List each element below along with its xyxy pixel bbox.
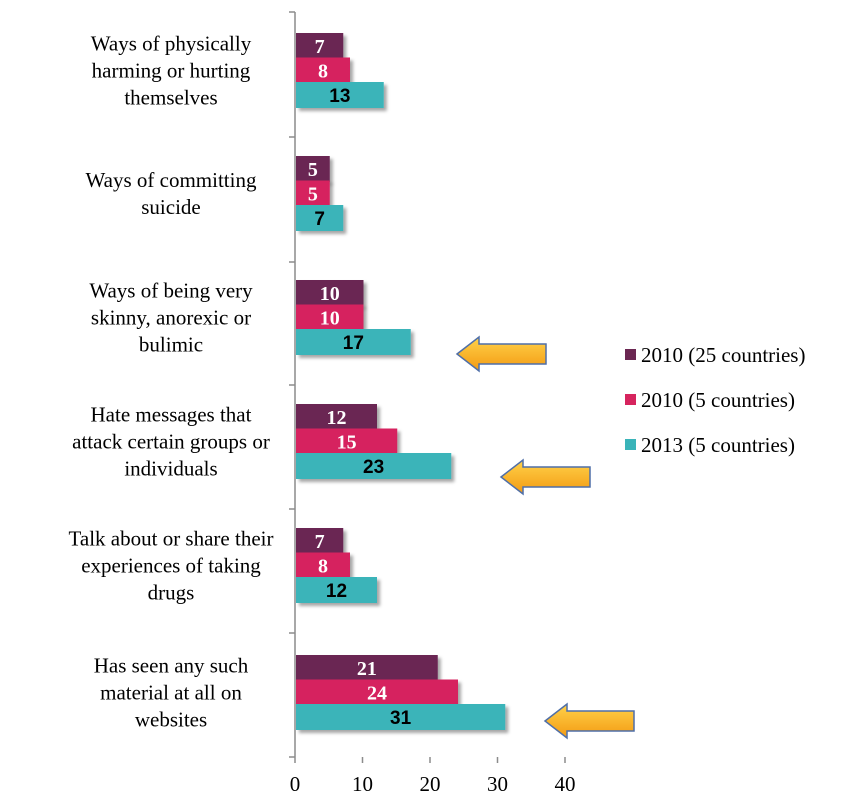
bar (296, 404, 377, 430)
data-label: 23 (363, 457, 384, 478)
category-label: experiences of taking (81, 554, 261, 578)
data-label: 7 (315, 36, 325, 58)
category-label: Ways of being very (89, 279, 253, 303)
data-label: 24 (367, 683, 387, 705)
data-label: 21 (357, 658, 377, 680)
x-tick-label: 20 (420, 772, 441, 796)
legend-label: 2010 (5 countries) (641, 388, 795, 412)
category-label: Ways of physically (91, 32, 252, 56)
category-label: websites (135, 708, 207, 732)
category-label: drugs (148, 581, 195, 605)
category-label: harming or hurting (92, 59, 251, 83)
bar (296, 528, 344, 554)
bar (296, 33, 344, 59)
data-label: 12 (327, 407, 347, 429)
category-label: bulimic (139, 333, 203, 357)
x-tick-label: 40 (555, 772, 576, 796)
data-label: 10 (320, 283, 340, 305)
data-label: 7 (314, 209, 325, 230)
category-label: material at all on (100, 681, 242, 705)
x-tick-label: 10 (352, 772, 373, 796)
legend-swatch (625, 349, 636, 360)
legend-label: 2013 (5 countries) (641, 433, 795, 457)
data-label: 8 (318, 556, 328, 578)
category-label: attack certain groups or (72, 430, 270, 454)
x-tick-label: 30 (487, 772, 508, 796)
category-label: Hate messages that (91, 403, 252, 427)
category-label: suicide (141, 195, 200, 219)
legend-label: 2010 (25 countries) (641, 343, 805, 367)
data-label: 5 (308, 184, 318, 206)
bar (296, 82, 384, 108)
data-label: 13 (329, 86, 350, 107)
bar (296, 655, 438, 681)
data-label: 5 (308, 159, 318, 181)
bar (296, 428, 398, 455)
bar (296, 304, 364, 331)
bar (296, 156, 330, 182)
x-tick-label: 0 (290, 772, 301, 796)
category-label: themselves (124, 86, 217, 110)
bar (296, 205, 344, 231)
category-label: skinny, anorexic or (91, 306, 251, 330)
bar (296, 57, 350, 84)
data-label: 10 (320, 308, 340, 330)
bar (296, 180, 330, 207)
data-label: 31 (390, 708, 412, 729)
data-label: 17 (343, 333, 364, 354)
bar (296, 679, 458, 706)
category-label: individuals (124, 457, 217, 481)
data-label: 12 (326, 581, 347, 602)
legend-swatch (625, 394, 636, 405)
highlight-arrow (455, 335, 547, 373)
bar (296, 577, 377, 603)
bar (296, 704, 506, 730)
bar (296, 329, 411, 355)
data-label: 8 (318, 61, 328, 83)
category-label: Has seen any such (94, 654, 249, 678)
category-label: Talk about or share their (69, 527, 274, 551)
data-label: 7 (315, 531, 325, 553)
bar (296, 453, 452, 479)
category-label: Ways of committing (86, 168, 257, 192)
highlight-arrow (543, 702, 635, 740)
bar (296, 552, 350, 579)
bar (296, 280, 364, 306)
highlight-arrow (499, 458, 591, 496)
data-label: 15 (337, 432, 357, 454)
legend-swatch (625, 439, 636, 450)
